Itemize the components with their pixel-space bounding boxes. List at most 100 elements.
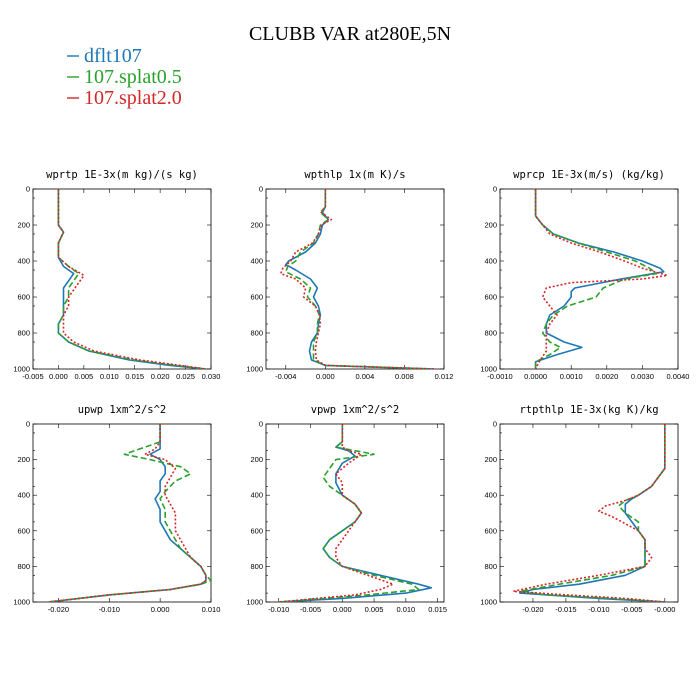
y-tick-label: 800 — [484, 562, 497, 571]
y-tick-label: 1000 — [13, 598, 30, 607]
series-line-1 — [48, 424, 207, 602]
x-tick-label: -0.005 — [621, 605, 642, 614]
y-tick-label: 400 — [250, 491, 263, 500]
plot-frame — [499, 423, 679, 603]
x-tick-label: 0.005 — [74, 372, 93, 381]
x-tick-label: 0.025 — [176, 372, 195, 381]
y-tick-label: 400 — [250, 257, 263, 266]
series-line-2 — [57, 189, 206, 369]
panels: wprtp 1E-3x(m kg)/(s kg) 0 200 400 600 800 100… — [13, 169, 689, 614]
y-tick-label: 400 — [17, 257, 30, 266]
y-tick-label: 1000 — [246, 598, 263, 607]
series-line-3 — [278, 424, 394, 602]
y-tick-label: 200 — [484, 455, 497, 464]
x-tick-label: 0.000 — [151, 605, 170, 614]
x-tick-label: 0.000 — [49, 372, 68, 381]
series-line-3 — [512, 424, 666, 602]
legend-label: 107.splat2.0 — [84, 87, 182, 109]
x-tick-label: -0.000 — [654, 605, 675, 614]
x-tick-label: -0.005 — [22, 372, 43, 381]
figure-title: CLUBB VAR at280E,5N — [249, 23, 451, 45]
y-tick-label: 800 — [17, 329, 30, 338]
panel-title: upwp 1xm^2/s^2 — [78, 404, 167, 416]
y-tick-label: 600 — [250, 526, 263, 535]
y-tick-label: 200 — [250, 221, 263, 230]
panel-title: wprtp 1E-3x(m kg)/(s kg) — [46, 169, 198, 181]
series-line-1 — [284, 189, 435, 369]
y-tick-label: 200 — [250, 455, 263, 464]
panel-2: wpthlp 1x(m K)/s 0 200 400 600 800 1000 -0.004 0… — [246, 169, 453, 381]
y-tick-label: 800 — [250, 329, 263, 338]
legend-entry: dflt107 — [67, 45, 142, 67]
y-tick-label: 200 — [17, 221, 30, 230]
x-tick-label: 0.010 — [100, 372, 119, 381]
y-tick-label: 800 — [17, 562, 30, 571]
series-line-3 — [279, 189, 435, 369]
series-line-2 — [534, 189, 658, 369]
x-tick-label: 0.020 — [151, 372, 170, 381]
x-tick-label: 0.0040 — [667, 372, 690, 381]
series-line-3 — [48, 424, 207, 602]
panel-title: vpwp 1xm^2/s^2 — [311, 404, 400, 416]
x-tick-label: 0.015 — [428, 605, 447, 614]
legend-label: 107.splat0.5 — [84, 66, 182, 88]
y-tick-label: 200 — [484, 221, 497, 230]
x-tick-label: -0.010 — [99, 605, 120, 614]
y-tick-label: 800 — [484, 329, 497, 338]
x-tick-label: 0.010 — [202, 605, 221, 614]
y-tick-label: 600 — [17, 293, 30, 302]
series-line-2 — [284, 189, 435, 369]
y-tick-label: 400 — [484, 257, 497, 266]
y-tick-label: 800 — [250, 562, 263, 571]
x-tick-label: 0.0020 — [595, 372, 618, 381]
y-tick-label: 1000 — [246, 365, 263, 374]
legend-entry: 107.splat0.5 — [67, 66, 182, 88]
y-tick-label: 600 — [17, 526, 30, 535]
y-tick-label: 200 — [17, 455, 30, 464]
y-tick-label: 0 — [493, 420, 497, 429]
y-tick-label: 600 — [250, 293, 263, 302]
x-tick-label: 0.0000 — [524, 372, 547, 381]
plot-frame — [499, 188, 679, 370]
panel-title: wprcp 1E-3x(m/s) (kg/kg) — [513, 169, 665, 181]
plot-frame — [32, 423, 212, 603]
x-tick-label: -0.020 — [522, 605, 543, 614]
plot-frame — [32, 188, 212, 370]
panel-5: vpwp 1xm^2/s^2 0 200 400 600 800 1000 -0.010 -0.… — [246, 404, 447, 614]
x-tick-label: -0.005 — [300, 605, 321, 614]
series-line-2 — [278, 424, 420, 602]
y-tick-label: 600 — [484, 526, 497, 535]
plot-frame — [265, 188, 445, 370]
series-line-1 — [57, 189, 206, 369]
x-tick-label: 0.0030 — [631, 372, 654, 381]
x-tick-label: 0.000 — [316, 372, 335, 381]
panel-4: upwp 1xm^2/s^2 0 200 400 600 800 1000 -0.020 -0.… — [13, 404, 220, 614]
panel-title: rtpthlp 1E-3x(kg K)/kg — [519, 404, 658, 416]
y-tick-label: 400 — [484, 491, 497, 500]
panel-title: wpthlp 1x(m K)/s — [304, 169, 405, 181]
series-line-2 — [518, 424, 666, 602]
legend-label: dflt107 — [84, 45, 142, 67]
y-tick-label: 1000 — [13, 365, 30, 374]
x-tick-label: -0.004 — [275, 372, 296, 381]
y-tick-label: 600 — [484, 293, 497, 302]
series-line-2 — [48, 424, 211, 602]
series-line-3 — [534, 189, 669, 369]
y-tick-label: 1000 — [480, 365, 497, 374]
x-tick-label: 0.004 — [355, 372, 374, 381]
panel-3: wprcp 1E-3x(m/s) (kg/kg) 0 200 400 600 800 100… — [480, 169, 689, 381]
x-tick-label: 0.010 — [396, 605, 415, 614]
panel-6: rtpthlp 1E-3x(kg K)/kg 0 200 400 600 800 1000 -… — [480, 404, 679, 614]
y-tick-label: 0 — [259, 185, 263, 194]
x-tick-label: 0.000 — [333, 605, 352, 614]
series-line-1 — [518, 424, 666, 602]
x-tick-label: 0.015 — [125, 372, 144, 381]
panel-1: wprtp 1E-3x(m kg)/(s kg) 0 200 400 600 800 100… — [13, 169, 220, 381]
plot-frame — [265, 423, 445, 603]
y-tick-label: 0 — [26, 185, 30, 194]
series-line-3 — [57, 189, 207, 369]
x-tick-label: -0.0010 — [487, 372, 512, 381]
x-tick-label: -0.015 — [555, 605, 576, 614]
